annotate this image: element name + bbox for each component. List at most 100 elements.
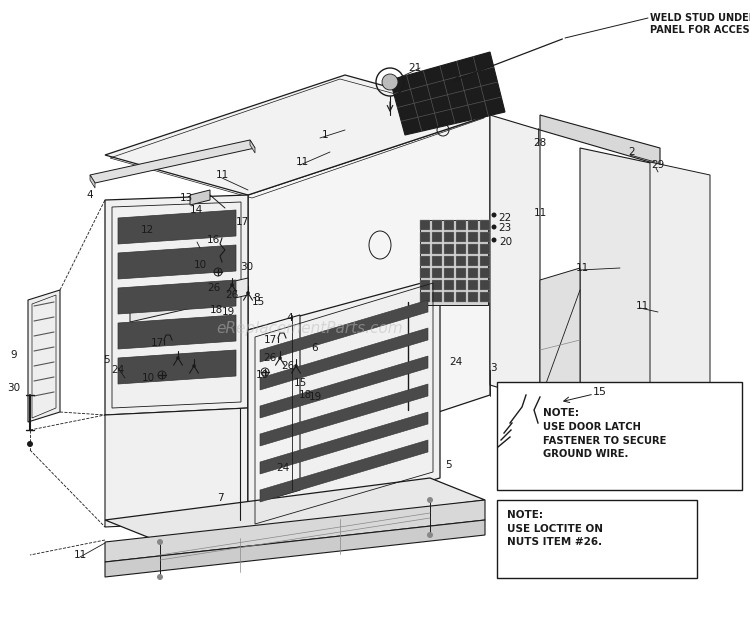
Text: 12: 12 [140, 225, 154, 235]
Text: 15: 15 [593, 387, 607, 397]
Polygon shape [432, 280, 442, 290]
Circle shape [230, 283, 234, 287]
Circle shape [192, 364, 196, 368]
Polygon shape [456, 268, 466, 278]
Text: NOTE:: NOTE: [543, 408, 579, 418]
Polygon shape [480, 232, 490, 242]
Text: 15: 15 [251, 297, 265, 307]
Text: WELD STUD UNDER ROOF: WELD STUD UNDER ROOF [650, 13, 750, 23]
Circle shape [278, 356, 282, 360]
Polygon shape [105, 195, 248, 415]
Text: 19: 19 [308, 392, 322, 402]
Text: 17: 17 [150, 338, 164, 348]
Text: 13: 13 [179, 193, 193, 203]
Polygon shape [118, 245, 236, 279]
Polygon shape [432, 244, 442, 254]
Text: 24: 24 [449, 357, 463, 367]
Polygon shape [480, 292, 490, 302]
Text: 24: 24 [111, 365, 125, 375]
Text: 15: 15 [293, 378, 307, 388]
Text: 26: 26 [207, 283, 220, 293]
Text: 4: 4 [87, 190, 93, 200]
Text: 10: 10 [142, 373, 154, 383]
Polygon shape [260, 412, 428, 474]
Text: PANEL FOR ACCESS COVER CABLE: PANEL FOR ACCESS COVER CABLE [650, 25, 750, 35]
Text: 1: 1 [322, 130, 328, 140]
Circle shape [491, 213, 496, 218]
Polygon shape [260, 440, 428, 502]
Polygon shape [105, 75, 490, 195]
FancyBboxPatch shape [497, 382, 742, 490]
Polygon shape [260, 356, 428, 418]
Polygon shape [250, 140, 255, 153]
Polygon shape [540, 115, 660, 165]
Circle shape [157, 539, 163, 545]
Polygon shape [130, 278, 248, 322]
Polygon shape [444, 220, 454, 230]
Polygon shape [444, 268, 454, 278]
Polygon shape [468, 244, 478, 254]
Polygon shape [420, 220, 488, 305]
Text: 11: 11 [296, 157, 309, 167]
Text: 28: 28 [533, 138, 547, 148]
Text: 7: 7 [217, 493, 223, 503]
Polygon shape [650, 162, 710, 435]
Polygon shape [480, 220, 490, 230]
Polygon shape [28, 290, 60, 422]
Polygon shape [118, 315, 236, 349]
Polygon shape [432, 220, 442, 230]
Text: 17: 17 [263, 335, 277, 345]
Polygon shape [420, 280, 430, 290]
Text: 11: 11 [215, 170, 229, 180]
Polygon shape [248, 315, 300, 505]
Polygon shape [480, 256, 490, 266]
Polygon shape [444, 256, 454, 266]
Polygon shape [456, 232, 466, 242]
Polygon shape [456, 244, 466, 254]
Circle shape [294, 364, 298, 368]
Polygon shape [190, 190, 210, 205]
Polygon shape [468, 220, 478, 230]
Text: 26: 26 [281, 361, 295, 371]
Polygon shape [480, 244, 490, 254]
Text: 11: 11 [74, 550, 86, 560]
Circle shape [246, 291, 250, 295]
Polygon shape [248, 278, 440, 530]
Polygon shape [420, 220, 430, 230]
Circle shape [427, 497, 433, 503]
Polygon shape [432, 292, 442, 302]
Polygon shape [248, 115, 490, 475]
Text: 21: 21 [408, 63, 422, 73]
Polygon shape [118, 280, 236, 314]
Text: 2: 2 [628, 147, 635, 157]
Polygon shape [105, 478, 485, 542]
Polygon shape [456, 256, 466, 266]
Text: 18: 18 [298, 390, 312, 400]
Text: USE DOOR LATCH
FASTENER TO SECURE
GROUND WIRE.: USE DOOR LATCH FASTENER TO SECURE GROUND… [543, 422, 666, 459]
Polygon shape [444, 280, 454, 290]
Polygon shape [420, 292, 430, 302]
Polygon shape [420, 232, 430, 242]
Polygon shape [540, 268, 580, 400]
Polygon shape [444, 292, 454, 302]
Polygon shape [432, 256, 442, 266]
Text: 30: 30 [241, 262, 254, 272]
Text: 11: 11 [533, 208, 547, 218]
Polygon shape [90, 140, 255, 183]
Polygon shape [468, 256, 478, 266]
Text: 29: 29 [651, 160, 664, 170]
Text: 11: 11 [575, 263, 589, 273]
Text: 30: 30 [8, 383, 20, 393]
Polygon shape [118, 210, 236, 244]
Polygon shape [490, 115, 540, 400]
Text: 10: 10 [256, 370, 268, 380]
Circle shape [491, 237, 496, 242]
Text: 9: 9 [10, 350, 17, 360]
Text: 10: 10 [194, 260, 206, 270]
Polygon shape [444, 244, 454, 254]
Polygon shape [390, 52, 505, 135]
Polygon shape [105, 408, 248, 527]
Text: 3: 3 [490, 363, 496, 373]
Polygon shape [420, 244, 430, 254]
Text: 6: 6 [312, 343, 318, 353]
